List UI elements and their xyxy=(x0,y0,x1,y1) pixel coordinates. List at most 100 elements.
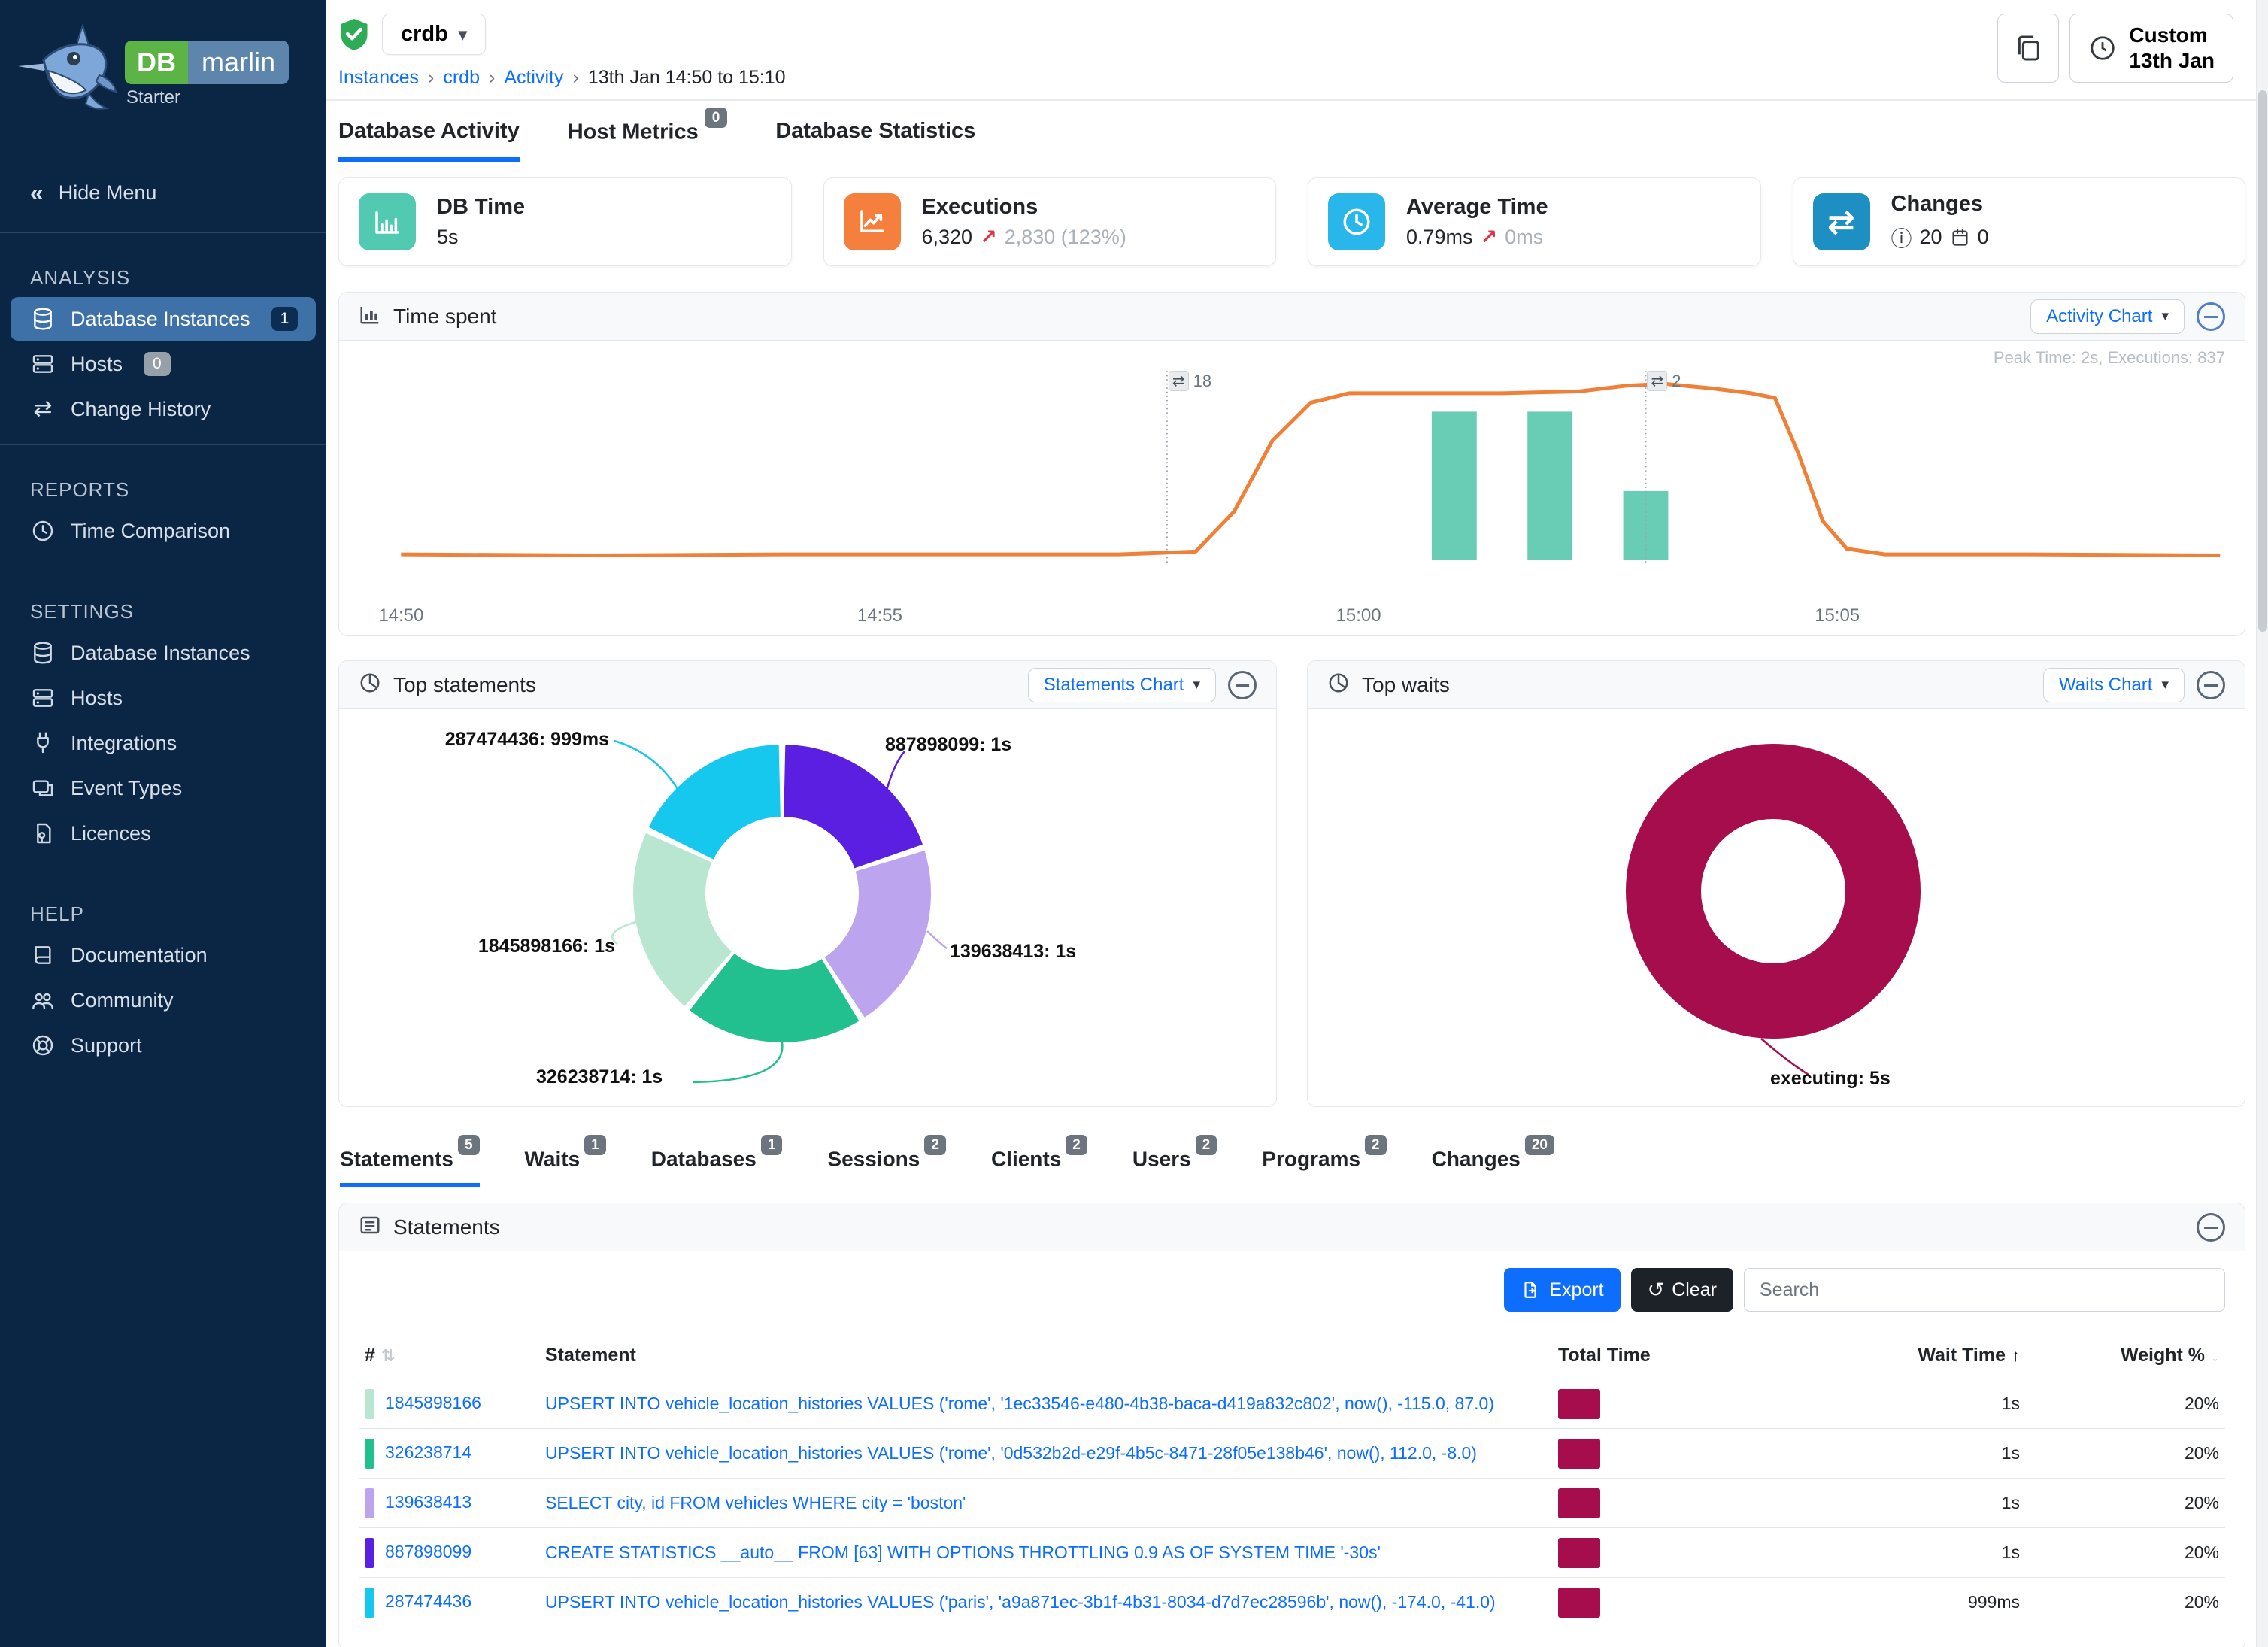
logo-block: DB marlin Starter xyxy=(0,0,326,134)
copy-link-button[interactable] xyxy=(1997,14,2060,83)
export-button[interactable]: Export xyxy=(1504,1268,1621,1312)
plug-icon xyxy=(30,730,56,756)
activity-chart[interactable]: ⇄ 18 ⇄ 2 xyxy=(354,351,2230,599)
statement-text-link[interactable]: UPSERT INTO vehicle_location_histories V… xyxy=(545,1592,1496,1612)
kpi-db-time: DB Time 5s xyxy=(338,177,792,266)
detail-tab-badge: 1 xyxy=(760,1135,783,1155)
detail-tab-clients[interactable]: Clients2 xyxy=(991,1135,1087,1187)
donut-label-executing: executing: 5s xyxy=(1770,1068,1891,1089)
sidebar-item-change-history[interactable]: ⇄ Change History xyxy=(11,387,316,431)
statement-text-link[interactable]: UPSERT INTO vehicle_location_histories V… xyxy=(545,1394,1494,1414)
change-marker[interactable]: ⇄ 2 xyxy=(1647,371,1681,391)
detail-tab-programs[interactable]: Programs2 xyxy=(1262,1135,1387,1187)
sidebar-item-database-instances[interactable]: Database Instances xyxy=(11,631,316,675)
sidebar-item-hosts[interactable]: Hosts 0 xyxy=(11,342,316,386)
detail-tab-databases[interactable]: Databases1 xyxy=(651,1135,783,1187)
scrollbar-thumb[interactable] xyxy=(2258,90,2267,632)
column-header-wait-time[interactable]: Wait Time ↑ xyxy=(1778,1333,2026,1380)
breadcrumb-link[interactable]: Instances xyxy=(338,67,420,88)
breadcrumb: Instances › crdb › Activity › 13th Jan 14:50 t… xyxy=(338,67,786,89)
sidebar-item-database-instances[interactable]: Database Instances 1 xyxy=(11,297,316,341)
sidebar-item-hosts[interactable]: Hosts xyxy=(11,676,316,720)
breadcrumb-link[interactable]: crdb xyxy=(443,67,480,88)
kpi-value: 5s xyxy=(437,226,525,249)
search-input[interactable] xyxy=(1744,1268,2225,1312)
detail-tab-statements[interactable]: Statements5 xyxy=(340,1135,480,1188)
time-range-line2: 13th Jan xyxy=(2129,49,2215,72)
weight-value: 20% xyxy=(2026,1527,2225,1579)
waits-chart-dropdown[interactable]: Waits Chart ▾ xyxy=(2042,667,2185,702)
sidebar-section-settings: SETTINGS xyxy=(30,600,135,623)
tab-database-activity[interactable]: Database Activity xyxy=(338,119,520,162)
sidebar-item-licences[interactable]: Licences xyxy=(11,811,316,855)
page-scrollbar[interactable] xyxy=(2256,0,2268,1647)
breadcrumb-link[interactable]: Activity xyxy=(504,67,564,88)
change-marker[interactable]: ⇄ 18 xyxy=(1168,371,1211,391)
swap-icon: ⇄ xyxy=(1812,193,1870,250)
sidebar-item-event-types[interactable]: Event Types xyxy=(11,766,316,810)
chevron-down-icon: ▾ xyxy=(2161,677,2169,693)
activity-chart-body: Peak Time: 2s, Executions: 837 ⇄ 18 ⇄ 2 14:… xyxy=(339,341,2245,635)
collapse-panel-icon[interactable] xyxy=(2197,302,2225,331)
sidebar-item-community[interactable]: Community xyxy=(11,978,316,1022)
sidebar-item-time-comparison[interactable]: Time Comparison xyxy=(11,509,316,553)
sidebar-item-support[interactable]: Support xyxy=(11,1024,316,1067)
sidebar-divider xyxy=(0,566,326,567)
top-waits-chart[interactable]: executing: 5s xyxy=(1308,709,2245,1106)
statement-text-link[interactable]: CREATE STATISTICS __auto__ FROM [63] WIT… xyxy=(545,1542,1381,1563)
waits-chart-label: Waits Chart xyxy=(2058,674,2153,695)
change-count: 20 xyxy=(1919,226,1942,248)
time-range-button[interactable]: Custom 13th Jan xyxy=(2069,14,2233,83)
x-tick-label: 15:00 xyxy=(1336,605,1381,626)
tab-database-statistics[interactable]: Database Statistics xyxy=(775,119,976,143)
detail-tab-sessions[interactable]: Sessions2 xyxy=(827,1135,946,1187)
sidebar: DB marlin Starter « Hide Menu ANALYSIS Dat… xyxy=(0,0,326,1647)
statement-id-link[interactable]: 887898099 xyxy=(385,1541,472,1561)
x-axis: 14:50 14:55 15:00 15:05 xyxy=(354,599,2230,631)
total-time-bar xyxy=(1558,1488,1600,1518)
instance-name: crdb xyxy=(401,22,448,46)
hide-menu-button[interactable]: « Hide Menu xyxy=(0,167,326,219)
column-header-#[interactable]: # ⇅ xyxy=(359,1333,539,1380)
kpi-executions: Executions 6,320 ↗ 2,830 (123%) xyxy=(823,177,1276,266)
x-tick-label: 14:50 xyxy=(378,605,424,626)
collapse-panel-icon[interactable] xyxy=(2197,1212,2225,1242)
statements-chart-dropdown[interactable]: Statements Chart ▾ xyxy=(1027,667,1216,702)
sidebar-item-label: Hosts xyxy=(71,686,123,709)
detail-tab-waits[interactable]: Waits1 xyxy=(525,1135,606,1187)
column-header-weight-%[interactable]: Weight % ↓ xyxy=(2026,1333,2225,1380)
sidebar-item-documentation[interactable]: Documentation xyxy=(11,933,316,977)
sidebar-section-analysis: ANALYSIS xyxy=(30,266,131,289)
collapse-panel-icon[interactable] xyxy=(2197,670,2225,699)
column-header-total-time[interactable]: Total Time xyxy=(1552,1333,1778,1380)
statement-id-link[interactable]: 1845898166 xyxy=(385,1392,481,1412)
clear-button[interactable]: ↺ Clear xyxy=(1630,1268,1733,1312)
bar-chart-icon xyxy=(359,303,381,329)
table-controls: Export ↺ Clear xyxy=(359,1268,2225,1312)
statement-text-link[interactable]: UPSERT INTO vehicle_location_histories V… xyxy=(545,1443,1477,1463)
collapse-panel-icon[interactable] xyxy=(1228,670,1257,699)
top-statements-chart[interactable]: 887898099: 1s 139638413: 1s 326238714: 1s 1… xyxy=(339,709,1276,1106)
sidebar-item-integrations[interactable]: Integrations xyxy=(11,721,316,765)
trend-up-icon: ↗ xyxy=(1480,226,1498,248)
detail-tab-users[interactable]: Users2 xyxy=(1132,1135,1217,1187)
statement-id-link[interactable]: 326238714 xyxy=(385,1442,472,1462)
statement-text-link[interactable]: SELECT city, id FROM vehicles WHERE city… xyxy=(545,1493,966,1513)
series-color-chip xyxy=(365,1537,374,1568)
instance-selector[interactable]: crdb ▾ xyxy=(382,14,486,55)
activity-chart-dropdown[interactable]: Activity Chart ▾ xyxy=(2030,299,2185,334)
detail-tab-changes[interactable]: Changes20 xyxy=(1432,1135,1554,1187)
time-spent-panel: Time spent Activity Chart ▾ Peak Time: 2… xyxy=(338,292,2245,636)
series-color-chip xyxy=(365,1388,374,1419)
statement-id-link[interactable]: 139638413 xyxy=(385,1491,472,1512)
tab-host-metrics[interactable]: Host Metrics0 xyxy=(568,108,728,162)
top-waits-title: Top waits xyxy=(1362,672,1450,696)
column-header-statement[interactable]: Statement xyxy=(539,1333,1552,1380)
list-icon xyxy=(359,1214,381,1240)
wait-time-value: 1s xyxy=(1778,1527,2026,1579)
statement-id-link[interactable]: 287474436 xyxy=(385,1591,472,1611)
sidebar-item-label: Event Types xyxy=(71,776,183,799)
swap-icon: ⇄ xyxy=(1168,371,1189,391)
detail-tabs: Statements5 Waits1 Databases1 Sessions2 Clie… xyxy=(338,1135,2245,1188)
hide-menu-label: Hide Menu xyxy=(58,181,157,204)
